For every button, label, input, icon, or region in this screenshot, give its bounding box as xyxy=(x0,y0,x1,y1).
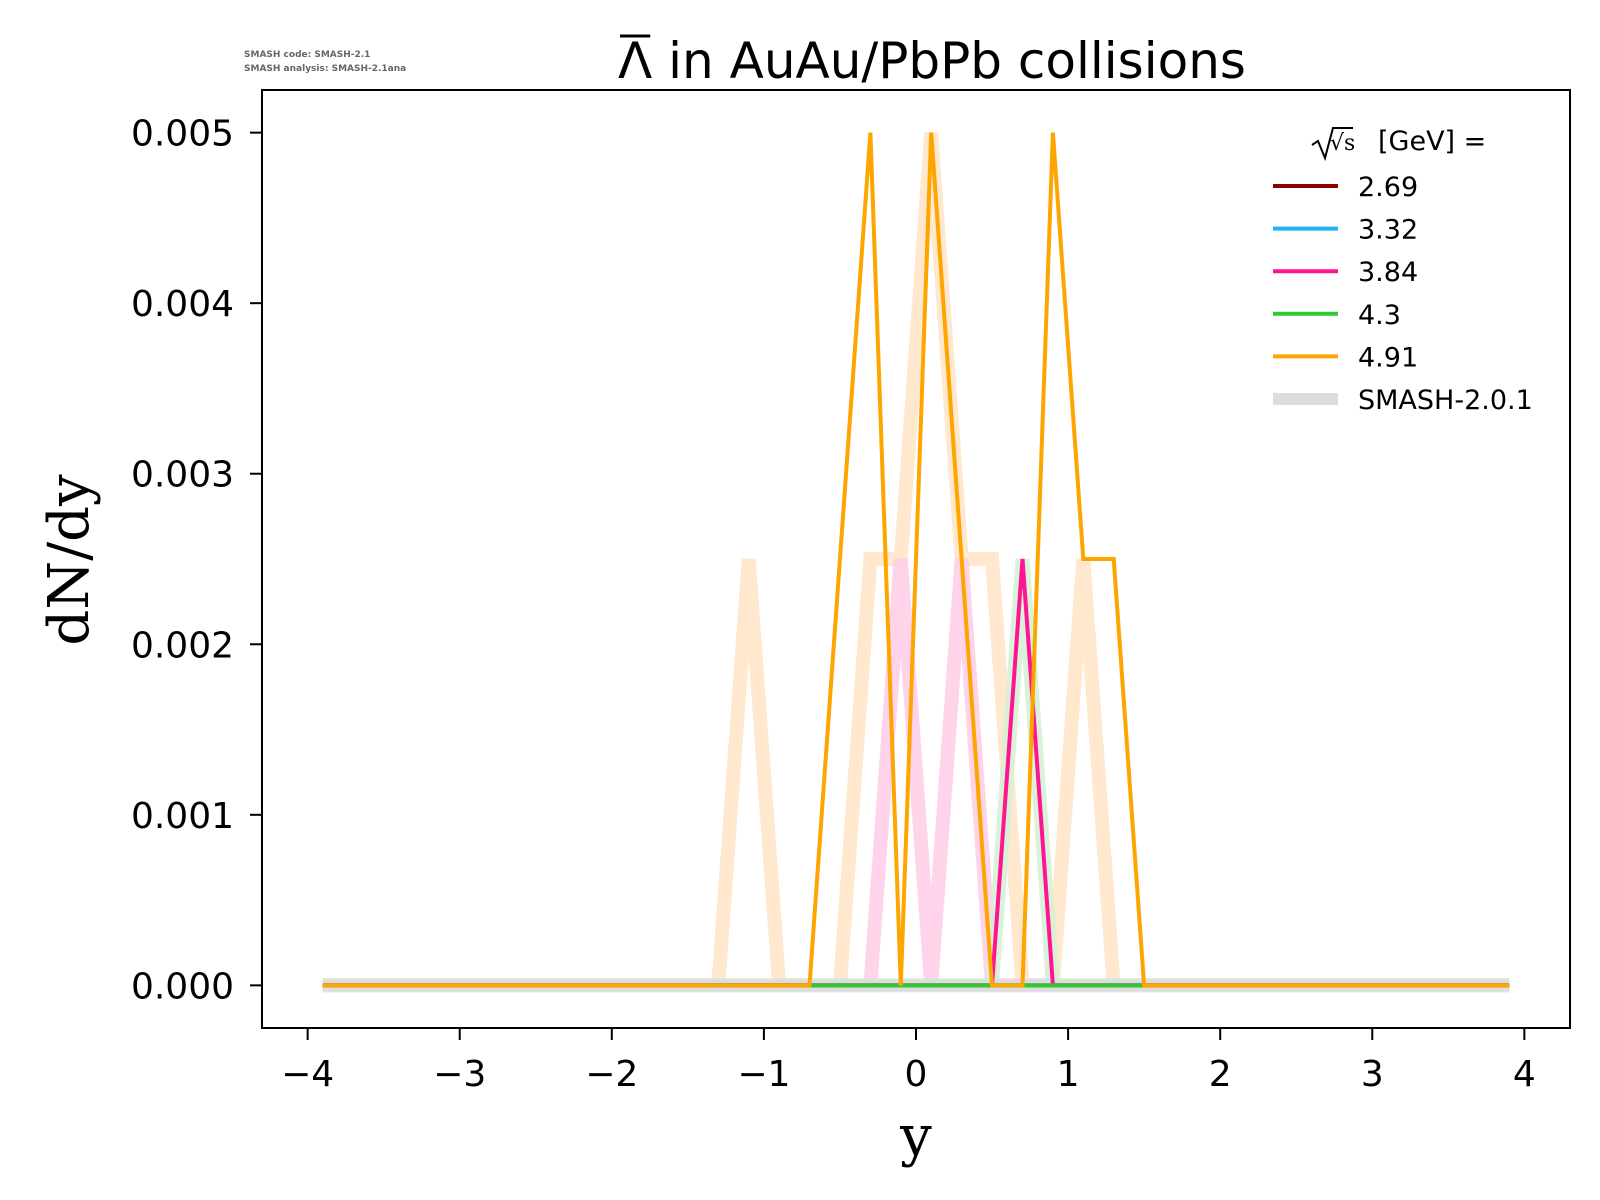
title-rest: in AuAu/PbPb collisions xyxy=(652,32,1246,90)
y-tick-label: 0.003 xyxy=(131,455,234,496)
legend-label-2-69: 2.69 xyxy=(1358,172,1418,203)
x-tick-label: 3 xyxy=(1361,1054,1384,1095)
smash-analysis-label: SMASH analysis: SMASH-2.1ana xyxy=(244,64,406,74)
x-tick-label: 4 xyxy=(1513,1054,1536,1095)
y-tick-label: 0.000 xyxy=(131,966,234,1007)
x-axis-label: y xyxy=(899,1104,932,1169)
legend: √s [GeV] = 2.69 3.32 3.84 4.3 4.91 SMASH-2.0.… xyxy=(1273,126,1533,416)
legend-label-SMASH-2-0-1: SMASH-2.0.1 xyxy=(1358,385,1533,416)
legend-label-3-84: 3.84 xyxy=(1358,257,1418,288)
y-tick-label: 0.002 xyxy=(131,625,234,666)
x-tick-label: −3 xyxy=(433,1054,486,1095)
background-series-line-1 xyxy=(322,558,1510,993)
y-tick-label: 0.005 xyxy=(131,114,234,155)
title-particle: Λ xyxy=(618,32,652,90)
y-axis-label: dN/dy xyxy=(37,474,102,646)
x-tick-label: 0 xyxy=(905,1054,928,1095)
legend-label-3-32: 3.32 xyxy=(1358,215,1418,246)
y-tick-label: 0.004 xyxy=(131,284,234,325)
x-tick-label: −1 xyxy=(737,1054,790,1095)
y-axis-ticks: 0.000 0.001 0.002 0.003 0.004 0.005 xyxy=(131,114,262,1007)
x-tick-label: 2 xyxy=(1209,1054,1232,1095)
x-tick-label: −4 xyxy=(281,1054,334,1095)
smash-code-label: SMASH code: SMASH-2.1 xyxy=(244,50,370,60)
chart-title: Λ in AuAu/PbPb collisions xyxy=(618,32,1246,90)
series-line-4-91 xyxy=(322,132,1510,988)
legend-label-4-3: 4.3 xyxy=(1358,300,1401,331)
legend-label-4-91: 4.91 xyxy=(1358,342,1418,373)
legend-title-unit: [GeV] = xyxy=(1378,126,1486,157)
y-tick-label: 0.001 xyxy=(131,796,234,837)
x-axis-ticks: −4 −3 −2 −1 0 1 2 3 4 xyxy=(281,1028,1536,1095)
legend-title-sqrt-s: √s xyxy=(1330,131,1355,156)
sqrt-radical-icon xyxy=(1311,127,1353,162)
x-tick-label: −2 xyxy=(585,1054,638,1095)
series-group xyxy=(322,132,1510,988)
x-tick-label: 1 xyxy=(1057,1054,1080,1095)
